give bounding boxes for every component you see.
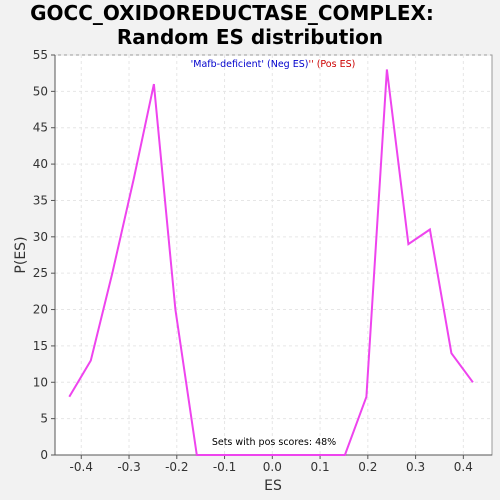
x-tick-label: 0.3 (406, 460, 425, 474)
series-layer (68, 69, 474, 456)
y-tick-label: 50 (33, 84, 48, 98)
legend-neg-label: 'Mafb-deficient' (Neg ES) (191, 59, 309, 70)
y-tick-label: 20 (33, 303, 48, 317)
x-axis-ticks: -0.4 -0.3 -0.2 -0.1 0.0 0.1 0.2 0.3 0.4 (70, 455, 473, 474)
x-axis-label: ES (264, 478, 282, 494)
y-tick-label: 55 (33, 48, 48, 62)
x-tick-label: -0.1 (213, 460, 236, 474)
y-tick-label: 35 (33, 193, 48, 207)
x-tick-label: 0.1 (311, 460, 330, 474)
chart-title-line1: GOCC_OXIDOREDUCTASE_COMPLEX: (30, 1, 434, 25)
plot-area (54, 54, 493, 456)
x-tick-label: 0.0 (263, 460, 282, 474)
y-tick-label: 10 (33, 375, 48, 389)
x-tick-label: 0.4 (454, 460, 473, 474)
grid-lines (55, 54, 492, 455)
x-tick-label: -0.3 (117, 460, 140, 474)
x-tick-label: -0.2 (165, 460, 188, 474)
legend-pos-label: '' (Pos ES) (308, 59, 355, 70)
y-axis-ticks: 0 5 10 15 20 25 30 35 40 45 50 55 (33, 48, 55, 462)
legend: 'Mafb-deficient' (Neg ES)'' (Pos ES) (191, 59, 356, 70)
y-tick-label: 40 (33, 157, 48, 171)
y-tick-label: 45 (33, 121, 48, 135)
x-tick-label: -0.4 (70, 460, 93, 474)
series-line (68, 69, 474, 456)
chart-title-line2: Random ES distribution (117, 25, 383, 49)
x-tick-label: 0.2 (358, 460, 377, 474)
y-tick-label: 15 (33, 339, 48, 353)
y-tick-label: 5 (40, 412, 48, 426)
y-tick-label: 0 (40, 448, 48, 462)
y-axis-label: P(ES) (13, 236, 29, 273)
y-tick-label: 30 (33, 230, 48, 244)
y-tick-label: 25 (33, 266, 48, 280)
pos-scores-annotation: Sets with pos scores: 48% (212, 437, 336, 448)
